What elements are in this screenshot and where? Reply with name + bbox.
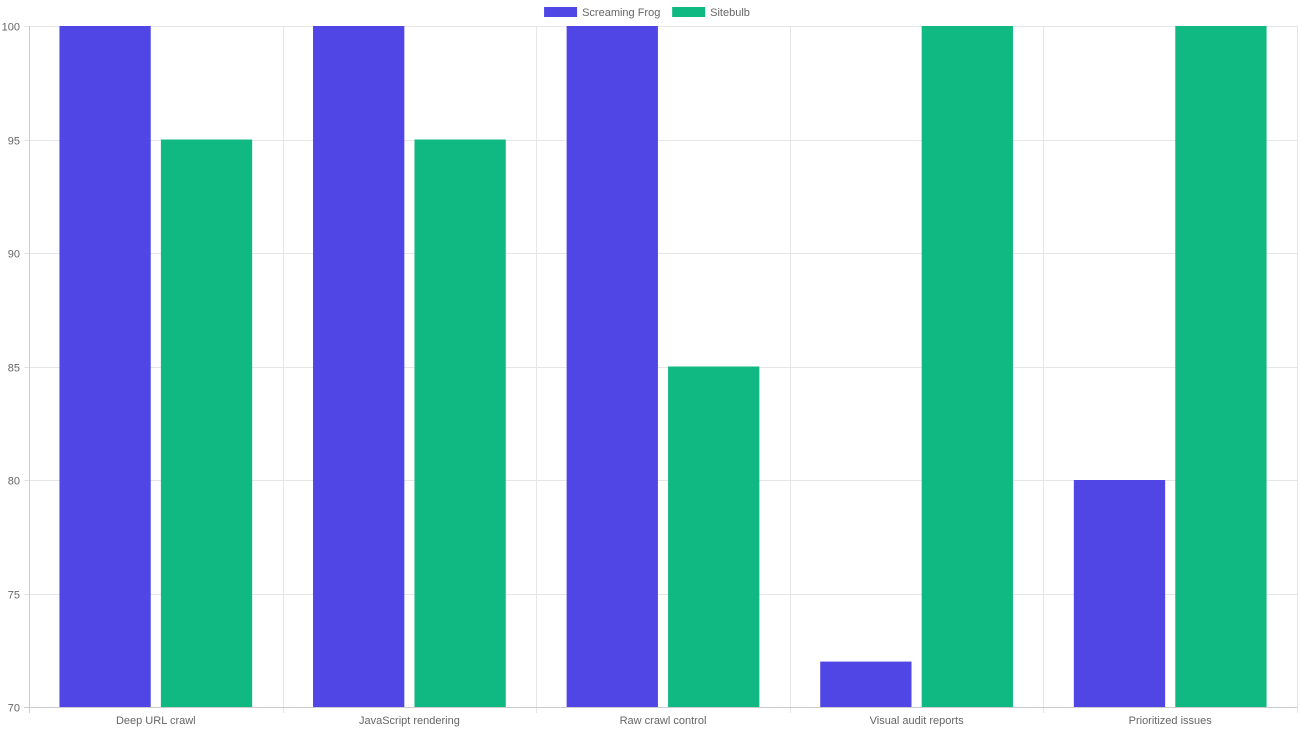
y-tick-label: 75 <box>8 590 20 602</box>
bar <box>160 139 253 707</box>
axes: 70 75 80 85 90 95 100 Deep URL crawl JavaScript … <box>2 22 1297 727</box>
x-tick-label: JavaScript rendering <box>359 715 460 727</box>
y-tick-label: 90 <box>8 249 20 261</box>
y-tick-label: 100 <box>2 22 20 34</box>
bar <box>566 26 658 707</box>
x-tick-label: Raw crawl control <box>620 715 707 727</box>
x-tick-label: Visual audit reports <box>870 715 964 727</box>
x-tick-label: Prioritized issues <box>1129 715 1213 727</box>
bar <box>1175 26 1267 707</box>
legend-swatch <box>544 7 578 17</box>
y-tick-label: 70 <box>8 703 20 715</box>
y-tick-label: 85 <box>8 363 20 375</box>
legend-label: Sitebulb <box>710 7 750 19</box>
bar <box>59 26 151 707</box>
legend-swatch <box>672 7 706 17</box>
y-tick-label: 80 <box>8 476 20 488</box>
bars <box>59 26 1267 707</box>
bar <box>668 366 760 707</box>
x-tick-label: Deep URL crawl <box>116 715 196 727</box>
legend: Screaming Frog Sitebulb <box>544 7 750 19</box>
legend-label: Screaming Frog <box>582 7 660 19</box>
bar <box>313 26 405 707</box>
y-tick-label: 95 <box>8 136 20 148</box>
bar <box>921 26 1013 707</box>
bar <box>414 139 506 707</box>
bar <box>820 661 912 707</box>
bar <box>1073 480 1166 707</box>
